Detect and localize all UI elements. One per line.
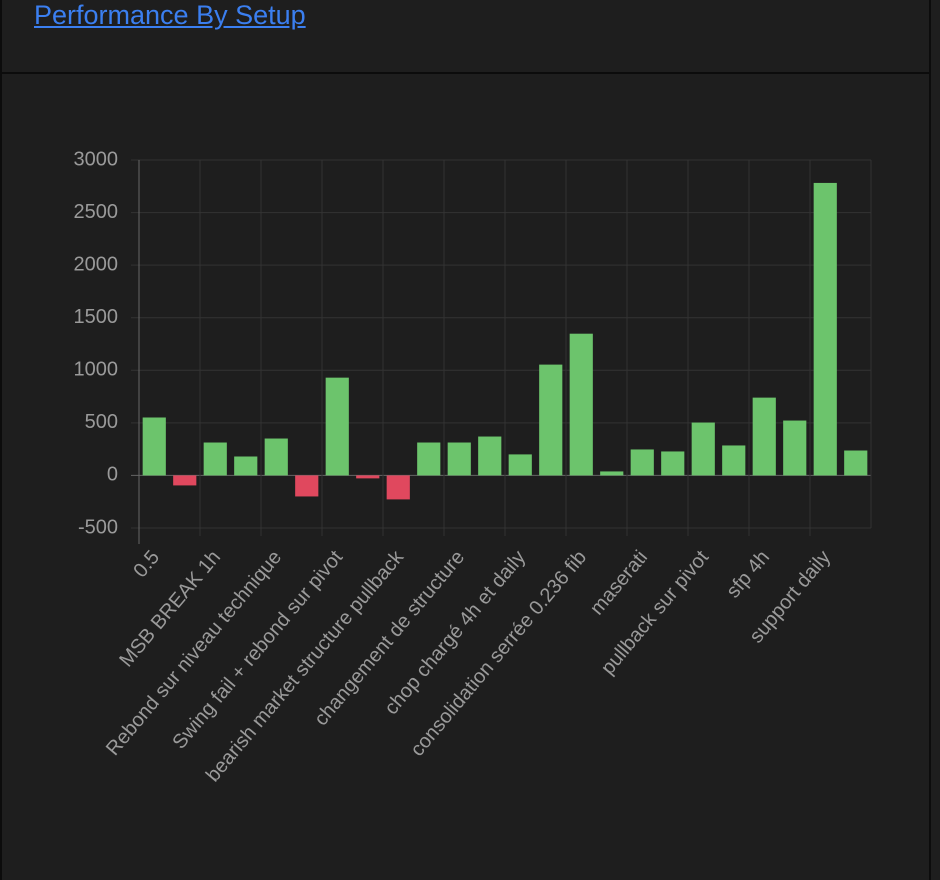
y-tick-label: 2000 <box>74 253 119 275</box>
x-tick-label: maserati <box>586 546 652 619</box>
bar <box>417 442 441 476</box>
y-tick-label: 2500 <box>74 201 119 223</box>
x-tick-label: 0.5 <box>129 546 164 581</box>
bar <box>447 442 471 476</box>
bar <box>539 364 563 476</box>
bar <box>234 456 258 476</box>
bar <box>478 436 502 476</box>
y-tick-label: 1000 <box>74 359 119 381</box>
bar <box>691 422 715 476</box>
y-tick-label: -500 <box>78 516 118 538</box>
bar <box>356 475 380 479</box>
bar <box>722 445 746 476</box>
bar <box>630 449 654 476</box>
y-tick-label: 3000 <box>74 148 119 170</box>
bar <box>783 420 807 476</box>
bar <box>386 475 410 500</box>
bar <box>661 451 685 476</box>
bar <box>142 417 166 476</box>
bar <box>569 333 593 476</box>
bar <box>264 438 288 476</box>
bar <box>295 475 319 497</box>
x-tick-label: pullback sur pivot <box>597 546 713 679</box>
y-tick-label: 0 <box>107 464 118 486</box>
bar <box>752 397 776 476</box>
bar <box>508 454 532 476</box>
bar <box>813 182 837 476</box>
x-tick-label: sfp 4h <box>722 546 774 602</box>
y-tick-label: 500 <box>85 411 118 433</box>
bar <box>844 450 868 476</box>
bar <box>173 475 197 486</box>
y-tick-label: 1500 <box>74 306 119 328</box>
bar <box>325 377 349 476</box>
bar <box>203 442 227 476</box>
chart-title-link[interactable]: Performance By Setup <box>34 0 306 30</box>
bar <box>600 471 624 476</box>
